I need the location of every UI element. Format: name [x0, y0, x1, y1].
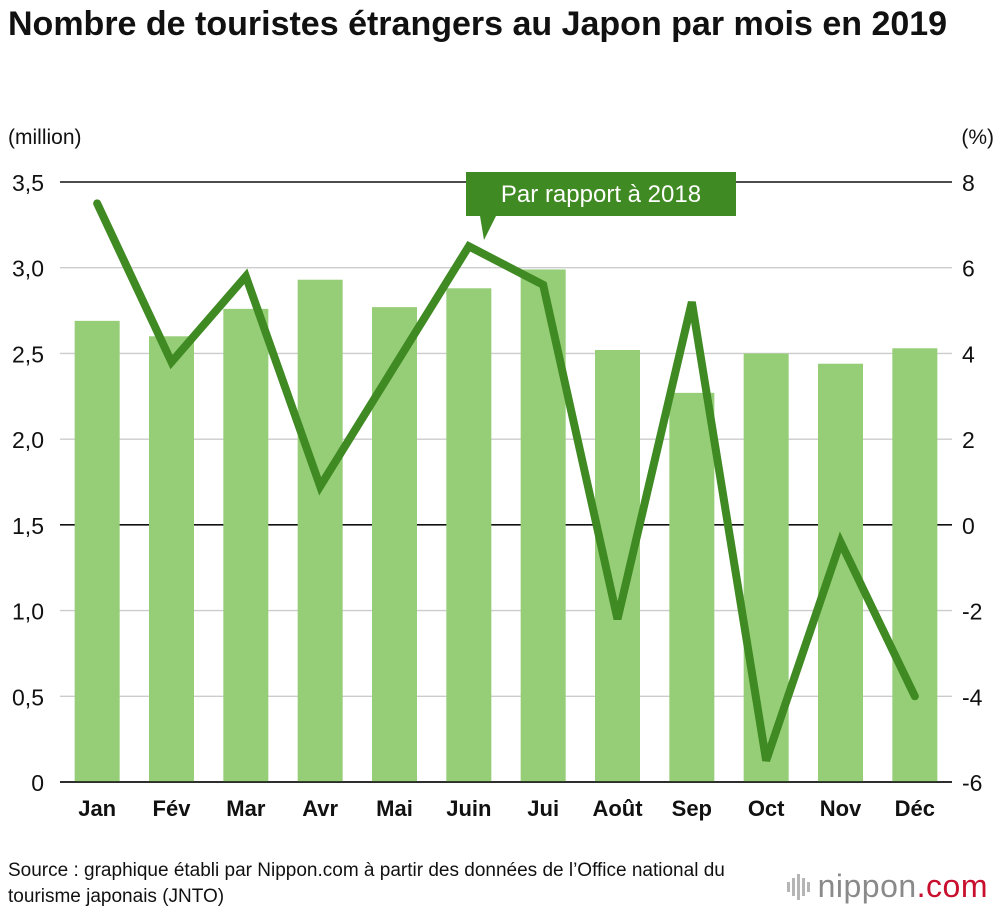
- bar: [446, 288, 492, 782]
- chart-title: Nombre de touristes étrangers au Japon p…: [8, 5, 948, 43]
- right-tick-label: 6: [962, 256, 975, 282]
- category-label: Août: [592, 796, 643, 821]
- right-tick-label: 2: [962, 427, 975, 453]
- right-axis-unit: (%): [961, 126, 994, 149]
- category-label: Fév: [153, 796, 192, 821]
- right-tick-label: -6: [962, 770, 982, 796]
- bar: [223, 308, 269, 782]
- left-tick-label: 3,0: [12, 256, 44, 282]
- chart-canvas: 0 0,5 1,0 1,5 2,0 2,5 3,0 3,5 -6 -4 -2 0 2 4 6 8 Jan Fév M…: [12, 170, 983, 821]
- right-tick-label: 0: [962, 513, 975, 539]
- logo-suffix: .com: [916, 868, 988, 904]
- category-label: Jan: [78, 796, 116, 821]
- left-tick-label: 0: [31, 770, 44, 796]
- category-label: Mai: [376, 796, 413, 821]
- nippon-logo: nippon .com: [786, 868, 988, 905]
- line-series: [93, 199, 919, 762]
- category-label: Oct: [748, 796, 785, 821]
- category-label: Nov: [820, 796, 862, 821]
- bar: [149, 336, 194, 782]
- right-tick-label: 4: [962, 341, 975, 367]
- category-label: Avr: [302, 796, 338, 821]
- bar: [74, 320, 120, 782]
- annotation-box: [466, 172, 736, 240]
- logo-text: nippon: [817, 868, 917, 904]
- logo-bars-icon: [786, 873, 810, 900]
- bar: [669, 392, 715, 782]
- left-tick-label: 2,5: [12, 341, 44, 367]
- left-tick-label: 0,5: [12, 684, 44, 710]
- left-tick-label: 2,0: [12, 427, 44, 453]
- right-tick-label: -4: [962, 684, 983, 710]
- bar: [297, 279, 343, 782]
- category-label: Déc: [895, 796, 935, 821]
- left-axis-unit: (million): [8, 126, 82, 149]
- right-tick-label: -2: [962, 599, 982, 625]
- source-note: Source : graphique établi par Nippon.com…: [8, 860, 725, 907]
- category-label: Juin: [446, 796, 491, 821]
- bar: [372, 307, 417, 782]
- category-label: Sep: [672, 796, 712, 821]
- left-tick-label: 1,5: [12, 513, 44, 539]
- right-tick-label: 8: [962, 170, 975, 196]
- bar: [892, 348, 938, 782]
- left-tick-label: 3,5: [12, 170, 44, 196]
- left-tick-label: 1,0: [12, 599, 44, 625]
- category-label: Mar: [226, 796, 266, 821]
- annotation-label: Par rapport à 2018: [501, 181, 701, 208]
- category-label: Jui: [527, 796, 559, 821]
